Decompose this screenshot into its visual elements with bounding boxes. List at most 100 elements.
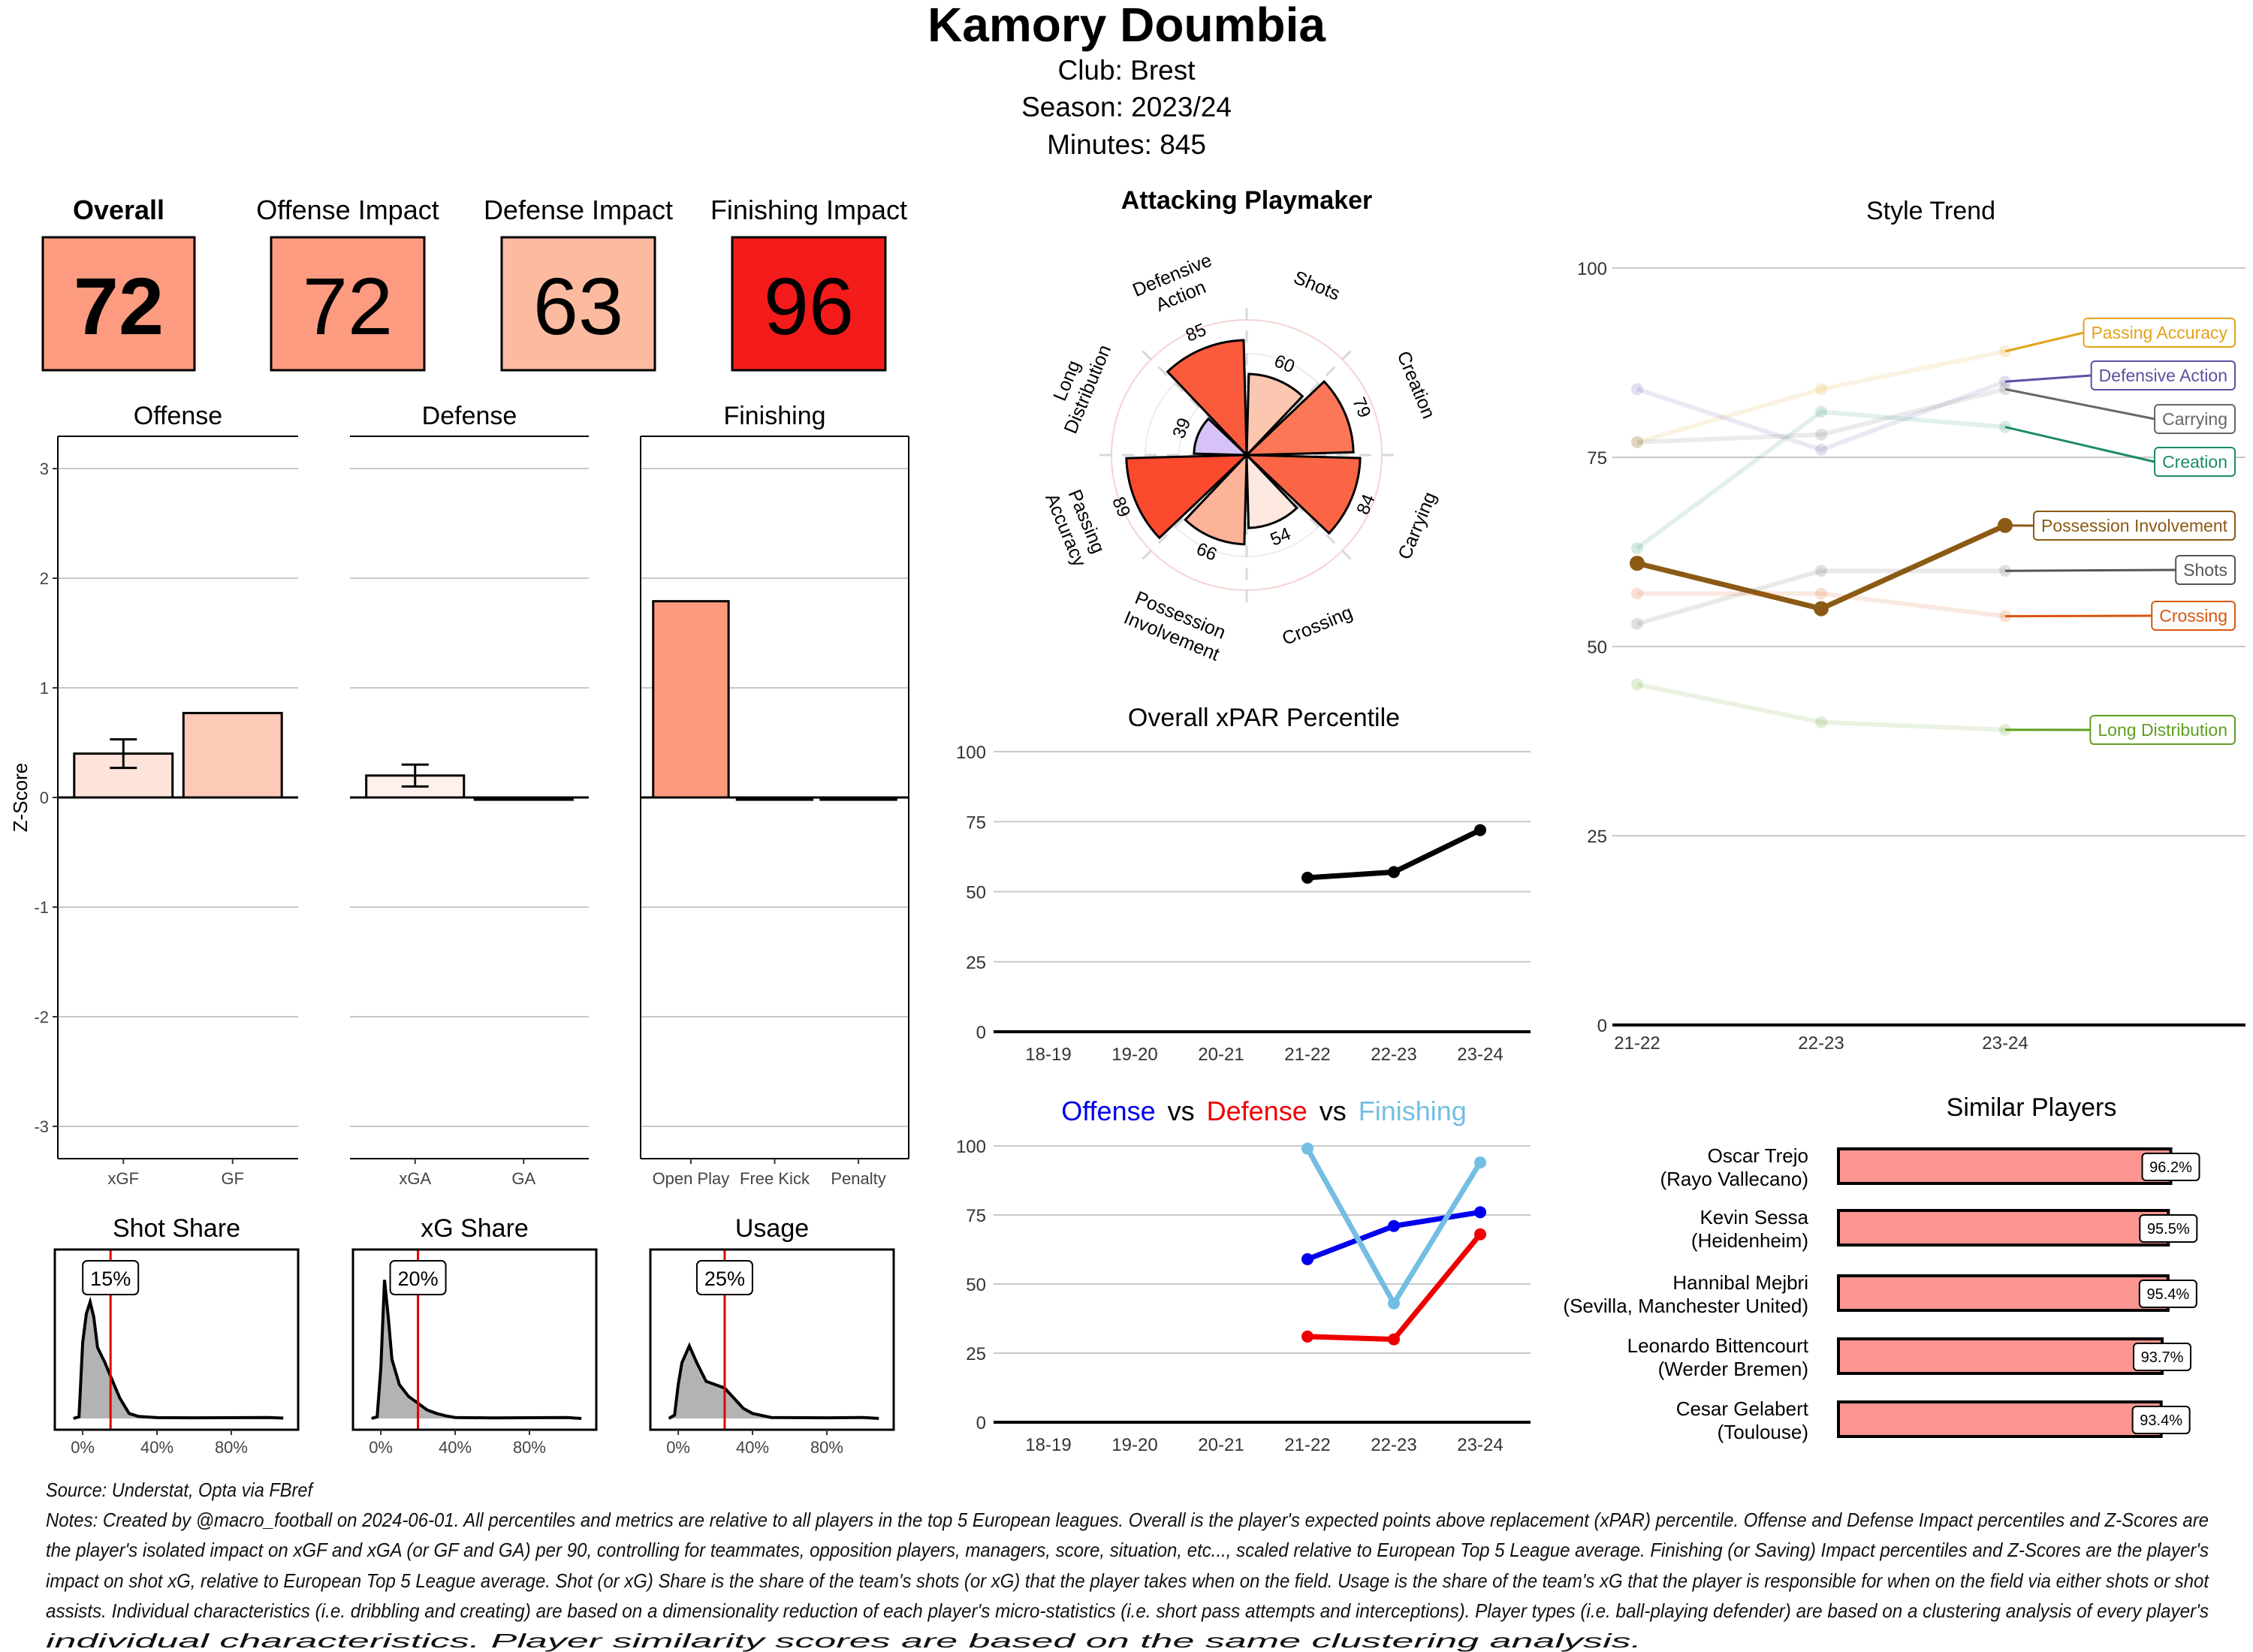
zscore-panel-finishing: Finishing Open Play Free Kick Penalty [640,402,909,1188]
style-trend-chart: 0 25 50 75 100 21-22 22-23 23-24 Style Trend Pass… [1577,197,2245,1054]
minutes-value: 845 [1160,129,1206,160]
x-tick-label: 22-23 [1371,1045,1416,1065]
series-label-text: Possession Involvement [2041,516,2228,535]
x-tick-label: 80% [215,1438,248,1457]
similarity-label: 95.5% [2147,1221,2190,1237]
x-tick-label: 0% [71,1438,95,1457]
zscore-panel-offense: Offense 3 2 1 0 -1 -2 -3 Z-Score xGF GF [9,402,298,1188]
series-creation [1631,405,2011,554]
panel-title: Defense [422,402,517,430]
chart-title: Similar Players [1947,1093,2117,1122]
similar-player-label: Oscar Trejo (Rayo Vallecano) [1660,1144,1808,1190]
x-tick-label: 20-21 [1198,1045,1244,1065]
series-line [1636,379,2007,452]
title-part: Defense [1207,1096,1307,1126]
impact-trend-chart: 0 25 50 75 100 18-19 19-20 20-21 21-22 22-23 23-24… [956,1096,1531,1455]
marker-label-box [695,1260,753,1295]
x-tick-label: 40% [439,1438,472,1457]
title-part: Offense [1061,1096,1155,1126]
radar-title: Attacking Playmaker [1121,186,1373,215]
density-area [371,1280,582,1418]
y-tick-label: 75 [966,812,986,833]
notes-line: individual characteristics. Player simil… [46,1629,1642,1652]
error-bar [401,763,429,788]
club-label: Club: [1057,55,1122,86]
series-point [1388,1219,1400,1232]
marker-label: 15% [90,1268,131,1290]
player-name: Kamory Doumbia [927,0,1326,52]
series-label-connector [2004,387,2155,421]
panel-border [649,1248,895,1431]
density-curve [668,1342,879,1420]
chart-title: Overall xPAR Percentile [1128,704,1400,732]
score-label: Offense Impact [256,194,439,225]
y-tick-label: 25 [966,1344,986,1364]
series-point [1474,1228,1486,1241]
x-tick-label: 23-24 [1982,1033,2028,1054]
score-card-defense-impact: Defense Impact 63 [484,194,673,372]
score-value: 63 [533,261,623,351]
series-label-text: Crossing [2159,606,2227,626]
x-tick-label: 80% [513,1438,546,1457]
x-tick-label: 40% [140,1438,173,1457]
x-tick-label: 40% [736,1438,769,1457]
density-curve [73,1296,284,1420]
series-label-connector [2004,568,2176,572]
x-tick-label: 0% [666,1438,690,1457]
density-area [73,1301,284,1418]
x-tick-label: 21-22 [1284,1435,1330,1455]
radar-petal-crossing [1245,452,1299,529]
series-point [1815,565,1827,577]
marker-label: 25% [704,1268,745,1290]
series-point [1474,1156,1486,1169]
x-tick-label: 18-19 [1025,1045,1071,1065]
similar-player-label: Hannibal Mejbri (Sevilla, Manchester Unit… [1563,1271,1808,1317]
series-label-text: Shots [2183,560,2227,580]
y-tick-label: 50 [966,1275,986,1295]
similar-player-row: Hannibal Mejbri (Sevilla, Manchester Unit… [1563,1271,2197,1317]
x-tick-label: 22-23 [1371,1435,1416,1455]
series-label-text: Creation [2162,452,2227,472]
score-card-finishing-impact: Finishing Impact 96 [710,194,907,372]
score-box [270,236,426,372]
similarity-label: 96.2% [2149,1159,2192,1176]
zscore-panel-defense: Defense xGA GA [350,402,589,1188]
similar-player-row: Cesar Gelabert (Toulouse) 93.4% [1676,1397,2191,1443]
similar-player-row: Leonardo Bittencourt (Werder Bremen) 93.7% [1627,1334,2192,1380]
y-tick-label: 50 [1587,638,1607,658]
series-point [1815,716,1827,728]
y-tick-label: 75 [966,1206,986,1226]
panel-border [53,1248,300,1431]
x-tick-label: 0% [369,1438,393,1457]
series-label-connector [2004,331,2084,353]
title-part: vs [1168,1096,1195,1126]
y-tick-label: 0 [40,788,49,807]
panel-border [351,1248,598,1431]
score-value: 72 [303,261,393,351]
similarity-bar [1837,1147,2173,1185]
series-point [1388,866,1400,879]
y-tick-label: -1 [34,898,49,917]
series-xpar [1301,824,1486,884]
x-tick-label: 80% [810,1438,843,1457]
y-tick-label: 100 [1577,259,1607,279]
series-point [1814,601,1829,616]
y-tick-label: 25 [966,953,986,973]
similarity-label-box [2131,1406,2191,1434]
density-panel-usage: Usage 25% 0% 40% 80% [649,1214,895,1457]
series-line [1637,591,2006,619]
series-label-creation: Creation [2004,426,2236,477]
chart-title: Style Trend [1866,197,1995,225]
player-team: (Sevilla, Manchester United) [1563,1295,1808,1317]
y-tick-label: 25 [1587,827,1607,847]
score-value: 96 [764,261,854,351]
similar-player-label: Kevin Sessa (Heidenheim) [1691,1206,1809,1252]
series-point [1630,556,1645,571]
x-tick-label: 22-23 [1798,1033,1844,1054]
density-curve [371,1280,582,1420]
x-tick-label: Open Play [653,1169,730,1188]
season-line: Season: 2023/24 [1021,92,1232,122]
similarity-label: 95.4% [2146,1286,2189,1303]
similar-players-chart: Similar Players Oscar Trejo (Rayo Vallecan… [1563,1093,2200,1443]
y-tick-label: 0 [1597,1016,1607,1036]
